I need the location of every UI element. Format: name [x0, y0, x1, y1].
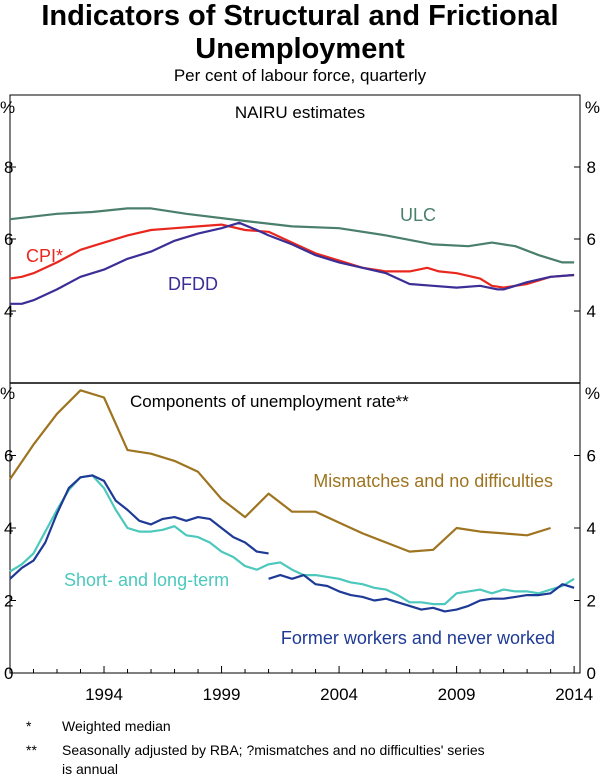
top-y-tick-right-4: 4: [587, 302, 596, 321]
plot-frame: [9, 94, 581, 674]
bottom-y-tick-left-6: 6: [4, 447, 13, 466]
footnote-1-marker: *: [26, 718, 32, 734]
cpi-series-label: CPI*: [26, 246, 63, 266]
top-y-tick-right-8: 8: [587, 158, 596, 177]
short-long-term-series-label: Short- and long-term: [64, 570, 229, 590]
bottom-y-tick-right-0: 0: [587, 664, 596, 683]
mismatches-series-label: Mismatches and no difficulties: [313, 471, 553, 491]
top-left-percent-label: %: [0, 98, 15, 117]
chart-title-line-2: Unemployment: [195, 33, 405, 65]
footnote-2-marker: **: [26, 742, 37, 758]
footnote-2-text: Seasonally adjusted by RBA; ?mismatches …: [62, 742, 485, 758]
top-y-tick-right-6: 6: [587, 230, 596, 249]
x-tick-2009: 2009: [438, 685, 476, 704]
ulc-series-label: ULC: [400, 205, 436, 225]
x-tick-1994: 1994: [85, 685, 123, 704]
bottom-y-tick-right-4: 4: [587, 519, 596, 538]
series-line-cpi: [9, 223, 575, 289]
top-panel-title: NAIRU estimates: [235, 103, 365, 122]
chart-subtitle: Per cent of labour force, quarterly: [173, 66, 427, 85]
bottom-y-tick-left-4: 4: [4, 519, 13, 538]
bottom-y-tick-left-2: 2: [4, 592, 13, 611]
top-right-percent-label: %: [585, 98, 600, 117]
footnote-2-text-continued: is annual: [62, 761, 119, 777]
footnote-1-text: Weighted median: [62, 718, 171, 734]
bottom-left-percent-label: %: [0, 384, 15, 403]
x-tick-2004: 2004: [320, 685, 358, 704]
x-tick-2014: 2014: [555, 685, 593, 704]
series-line-mismatches-and-no-difficulties: [9, 389, 551, 553]
bottom-right-percent-label: %: [585, 384, 600, 403]
series-line-short-and-long-term: [9, 474, 575, 606]
chart-title-line-1: Indicators of Structural and Frictional: [41, 0, 559, 32]
bottom-y-tick-left-0: 0: [4, 664, 13, 683]
bottom-y-tick-right-2: 2: [587, 592, 596, 611]
chart-title: Indicators of Structural and Frictional …: [0, 0, 600, 66]
top-y-tick-left-4: 4: [4, 302, 13, 321]
bottom-panel-title: Components of unemployment rate**: [130, 392, 409, 411]
top-y-tick-left-6: 6: [4, 230, 13, 249]
series-line-ulc: [9, 207, 575, 264]
former-workers-series-label: Former workers and never worked: [281, 628, 555, 648]
dfdd-series-label: DFDD: [168, 274, 218, 294]
x-tick-1999: 1999: [203, 685, 241, 704]
bottom-y-tick-right-6: 6: [587, 447, 596, 466]
series-line-former-workers-and-never-worked: [9, 474, 575, 613]
series-line-dfdd: [10, 221, 575, 305]
top-y-tick-left-8: 8: [4, 158, 13, 177]
